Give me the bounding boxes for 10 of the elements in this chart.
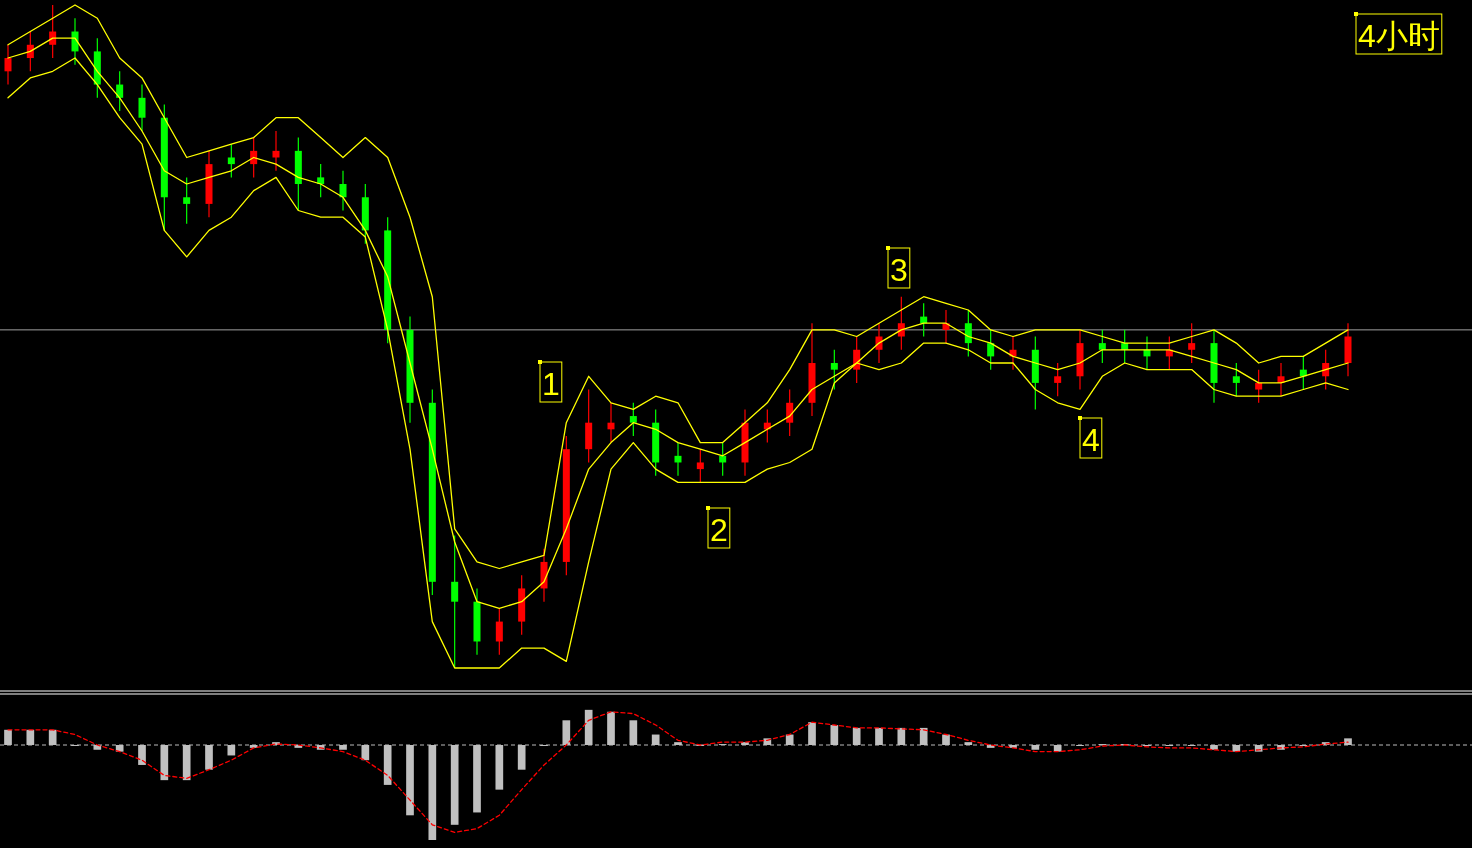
annotation: 4 [1078, 416, 1103, 459]
annotation: 1 [542, 366, 560, 402]
annotation: 4 [1082, 422, 1100, 458]
annotation: 1 [538, 360, 563, 403]
annotation: 4小时 [1354, 12, 1443, 55]
annotation: 2 [706, 506, 731, 549]
annotation: 3 [890, 252, 908, 288]
annotation: 2 [710, 512, 728, 548]
annotation: 3 [886, 246, 911, 289]
annotation: 4小时 [1358, 18, 1440, 54]
